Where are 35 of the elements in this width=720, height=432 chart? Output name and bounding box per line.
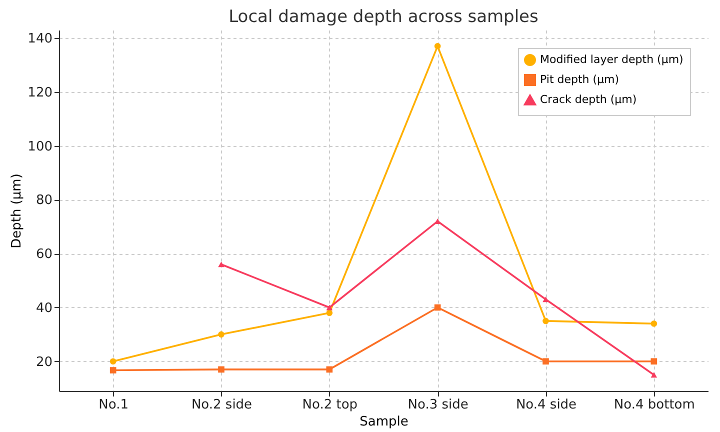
point [542,318,549,324]
x-tick-label: No.4 bottom [614,398,695,412]
point [218,262,224,268]
x-tick-label: No.1 [98,398,129,412]
x-axis-title: Sample [360,414,408,430]
y-tick-label: 20 [36,354,52,370]
point [650,372,658,378]
point [326,304,333,310]
legend-label: Modified layer depth (µm) [540,53,684,66]
y-tick-label: 120 [28,85,52,100]
x-tick-label: No.3 side [408,398,468,412]
y-axis-title: Depth (µm) [10,174,25,248]
x-tick-label: No.2 side [191,398,252,412]
point [110,367,116,374]
point [650,320,658,327]
point [434,304,441,311]
y-tick-label: 100 [28,139,52,154]
point [542,358,549,365]
point [218,331,224,338]
point [218,366,224,373]
legend-label: Crack depth (µm) [540,93,637,106]
legend-label: Pit depth (µm) [540,73,620,86]
x-tick-label: No.4 side [516,398,577,412]
point [326,366,333,373]
point [326,310,333,316]
point [650,358,658,365]
y-tick-label: 140 [28,32,52,47]
x-tick-label: No.2 top [302,398,358,412]
point [542,296,549,302]
y-tick-label: 80 [36,193,52,208]
point [110,358,116,365]
y-tick-label: 40 [36,300,52,316]
chart-title: Local damage depth across samples [228,7,539,27]
point [434,43,441,50]
y-tick-label: 60 [36,247,52,262]
